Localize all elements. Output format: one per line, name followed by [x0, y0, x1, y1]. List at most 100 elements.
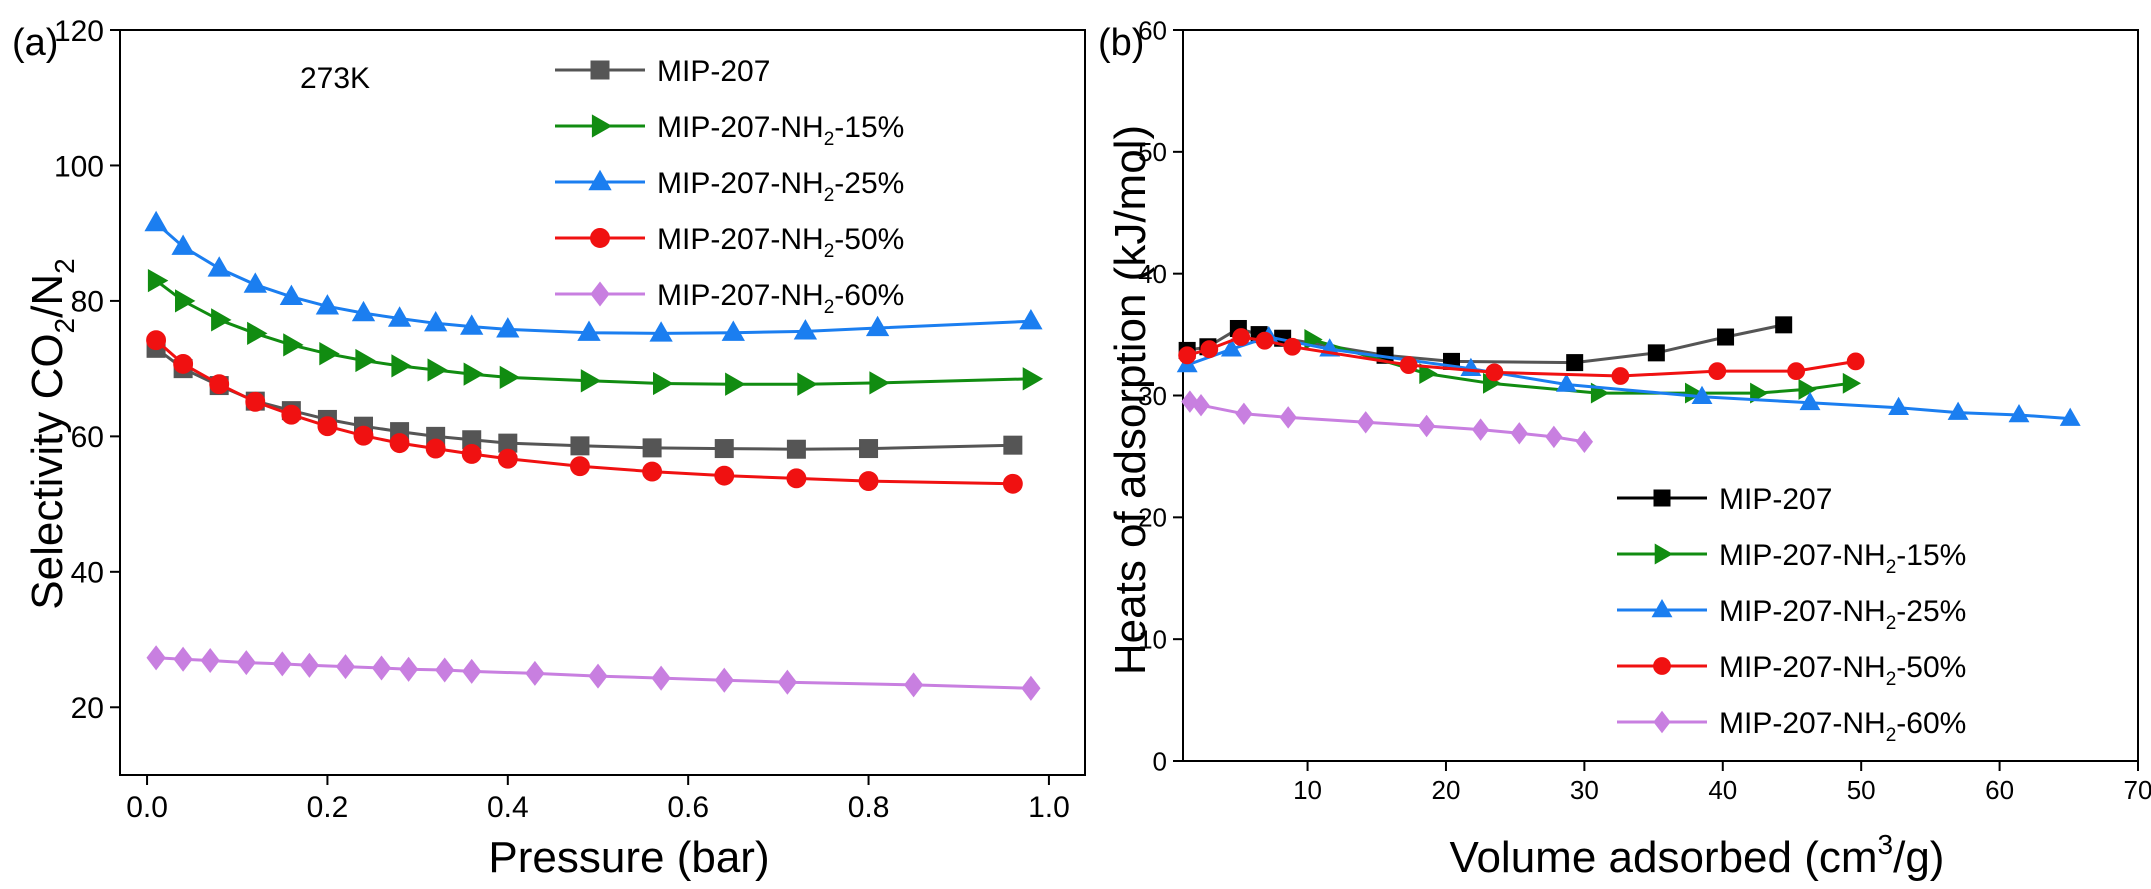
data-point-mip-207-nh2-15	[283, 333, 304, 357]
data-point-mip-207-nh2-15	[427, 358, 448, 382]
data-point-mip-207-nh2-25	[1888, 396, 1910, 415]
legend-label-text: MIP-207-NH	[657, 279, 824, 312]
data-point-mip-207-nh2-15	[319, 342, 340, 366]
data-point-mip-207-nh2-50	[1399, 356, 1418, 374]
panel-b-y-axis-title: Heats of adsorption (kJ/mol)	[1106, 125, 1155, 675]
data-point-mip-207-nh2-25	[1947, 401, 1969, 420]
data-point-mip-207-nh2-15	[580, 369, 602, 393]
legend-marker-mip-207-nh2-60	[1653, 710, 1671, 734]
data-point-mip-207-nh2-60	[200, 647, 220, 674]
data-point-mip-207-nh2-60	[1471, 418, 1490, 441]
legend-label-mip-207-nh2-60: MIP-207-NH2-60%	[657, 279, 904, 318]
data-point-mip-207-nh2-60	[1235, 402, 1253, 426]
legend-marker-mip-207-nh2-50	[1653, 657, 1671, 675]
legend-label-text: MIP-207-NH	[657, 223, 824, 256]
data-point-mip-207-nh2-60	[1357, 411, 1375, 434]
data-point-mip-207-nh2-25	[315, 294, 340, 315]
data-point-mip-207-nh2-15	[869, 371, 890, 395]
data-point-mip-207-nh2-60	[146, 645, 166, 671]
y-tick-label: 60	[1138, 15, 1167, 45]
data-point-mip-207-nh2-25	[2008, 403, 2030, 423]
data-point-mip-207-nh2-60	[462, 658, 482, 684]
data-point-mip-207-nh2-15	[355, 348, 376, 373]
legend-label-subscript: 2	[824, 297, 835, 318]
panel-a-chart: (a) 273K Pressure (bar) Selectivity CO2/…	[12, 15, 1086, 882]
data-point-mip-207-nh2-50	[714, 465, 735, 486]
data-point-mip-207-nh2-15	[247, 321, 268, 346]
x-tick-label: 20	[1432, 775, 1461, 805]
data-point-mip-207-nh2-15	[211, 308, 232, 332]
x-tick-label: 0.8	[848, 791, 890, 824]
data-point-mip-207-nh2-25	[496, 317, 520, 338]
data-point-mip-207-nh2-50	[1232, 328, 1251, 346]
legend-label-text: MIP-207	[657, 55, 770, 88]
x-tick-label: 70	[2124, 775, 2151, 805]
data-point-mip-207-nh2-50	[1846, 352, 1865, 371]
data-point-mip-207-nh2-25	[1555, 373, 1577, 392]
data-point-mip-207-nh2-15	[499, 365, 521, 390]
data-point-mip-207	[786, 439, 806, 459]
data-point-mip-207-nh2-25	[1799, 391, 1821, 411]
x-title-part: Volume adsorbed (cm	[1450, 833, 1878, 882]
data-point-mip-207	[714, 439, 734, 459]
panel-a-y-axis-title: Selectivity CO2/N2	[23, 258, 80, 609]
y-tick-label: 20	[1138, 503, 1167, 533]
y-title-subscript: 2	[49, 318, 80, 334]
legend-label-mip-207-nh2-15: MIP-207-NH2-15%	[1719, 539, 1966, 578]
data-point-mip-207-nh2-25	[649, 321, 673, 342]
panel-b-chart: (b) Volume adsorbed (cm3/g) Heats of ads…	[1098, 15, 2151, 882]
data-point-mip-207-nh2-15	[1798, 378, 1817, 400]
data-point-mip-207-nh2-15	[725, 372, 746, 396]
data-point-mip-207-nh2-60	[525, 660, 545, 686]
data-point-mip-207-nh2-50	[281, 404, 302, 425]
legend-label-text: -50%	[834, 223, 904, 256]
data-point-mip-207-nh2-50	[209, 374, 230, 395]
x-tick-label: 30	[1570, 775, 1599, 805]
data-point-mip-207-nh2-50	[173, 353, 194, 374]
data-point-mip-207-nh2-60	[335, 654, 356, 680]
data-point-mip-207-nh2-50	[858, 471, 879, 492]
data-point-mip-207-nh2-60	[1545, 425, 1563, 449]
data-point-mip-207-nh2-60	[1192, 393, 1210, 417]
data-point-mip-207-nh2-50	[1708, 362, 1727, 381]
legend-label-subscript: 2	[1886, 669, 1897, 690]
y-tick-label: 30	[1138, 381, 1167, 411]
data-point-mip-207-nh2-25	[351, 300, 376, 322]
data-point-mip-207-nh2-60	[651, 665, 671, 691]
legend-label-text: -25%	[834, 167, 904, 200]
data-point-mip-207-nh2-60	[588, 663, 608, 689]
legend-label-text: MIP-207-NH	[1719, 595, 1886, 628]
data-point-mip-207	[1566, 354, 1584, 372]
legend-label-text: MIP-207-NH	[1719, 539, 1886, 572]
y-tick-label: 60	[71, 421, 104, 454]
data-point-mip-207-nh2-50	[461, 444, 482, 464]
series-line-mip-207	[155, 347, 1013, 451]
data-point-mip-207-nh2-50	[570, 456, 590, 477]
x-tick-label: 0.0	[126, 791, 168, 824]
legend-marker-mip-207-nh2-60	[590, 281, 610, 307]
data-point-mip-207-nh2-50	[146, 330, 167, 351]
legend-marker-mip-207-nh2-50	[590, 228, 610, 248]
x-title-superscript: 3	[1878, 829, 1894, 860]
data-point-mip-207-nh2-50	[1178, 346, 1197, 365]
y-tick-label: 10	[1138, 625, 1167, 655]
legend-label-subscript: 2	[1886, 725, 1897, 746]
legend-label-text: -60%	[834, 279, 904, 312]
data-point-mip-207-nh2-60	[1510, 422, 1528, 445]
panel-b-label: (b)	[1098, 22, 1144, 64]
panel-a-x-axis-title: Pressure (bar)	[488, 833, 769, 882]
y-tick-label: 40	[71, 557, 104, 590]
data-point-mip-207-nh2-50	[1283, 337, 1302, 356]
data-point-mip-207-nh2-15	[1750, 382, 1769, 404]
legend-label-mip-207-nh2-25: MIP-207-NH2-25%	[1719, 595, 1966, 634]
legend-label-subscript: 2	[1886, 557, 1897, 578]
legend-marker-mip-207	[1653, 489, 1671, 507]
data-point-mip-207-nh2-15	[175, 289, 196, 313]
data-point-mip-207	[1717, 328, 1735, 346]
data-point-mip-207	[642, 438, 662, 458]
x-tick-label: 0.2	[307, 791, 349, 824]
legend-label-mip-207-nh2-25: MIP-207-NH2-25%	[657, 167, 904, 206]
data-point-mip-207-nh2-50	[1200, 340, 1219, 359]
plot-frame	[1182, 29, 2139, 762]
